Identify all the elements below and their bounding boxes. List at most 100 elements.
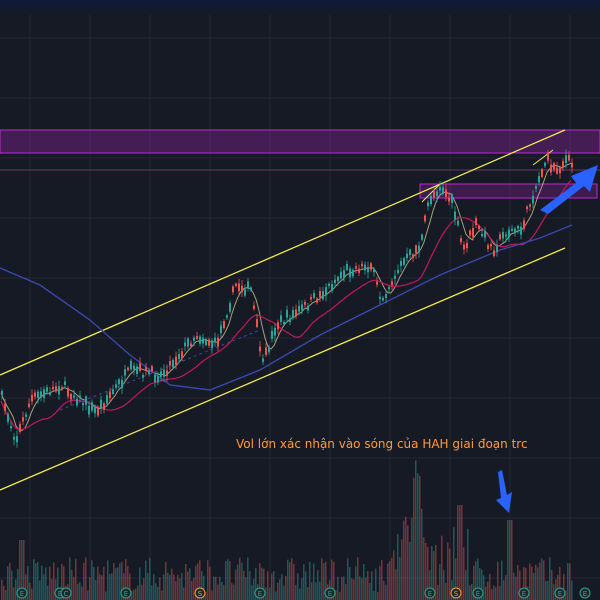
- volume-bar: [187, 571, 189, 600]
- volume-bar: [107, 560, 109, 600]
- volume-bar: [175, 580, 177, 600]
- volume-bar: [337, 576, 339, 600]
- trend-channel: [0, 129, 566, 491]
- volume-bar: [363, 564, 365, 600]
- candle-body: [214, 337, 216, 343]
- volume-bar: [385, 584, 387, 600]
- volume-bar: [493, 585, 495, 600]
- candle-body: [37, 391, 39, 398]
- volume-bar: [251, 585, 253, 600]
- volume-bar: [347, 558, 349, 600]
- event-marker-label: E: [476, 590, 480, 598]
- candle-body: [433, 191, 435, 198]
- volume-bar: [75, 558, 77, 600]
- arrow-up-right-icon: [540, 165, 598, 214]
- candle-body: [403, 258, 405, 265]
- volume-bar: [43, 574, 45, 600]
- candle-body: [496, 245, 498, 253]
- event-marker-label: S: [198, 590, 203, 598]
- volume-bar: [485, 586, 487, 600]
- event-marker-label: C: [64, 590, 69, 598]
- volume-bar: [263, 568, 265, 600]
- volume-bar: [473, 565, 475, 600]
- volume-bar: [119, 563, 121, 600]
- event-marker-label: E: [583, 590, 587, 598]
- candle-body: [376, 281, 378, 285]
- candle-body: [373, 269, 375, 273]
- candle-body: [451, 194, 453, 203]
- candle-body: [436, 191, 438, 197]
- volume-bar: [179, 578, 181, 600]
- volume-bar: [435, 544, 437, 600]
- volume-bar: [545, 581, 547, 600]
- candle-body: [220, 325, 222, 334]
- volume-bar: [51, 578, 53, 600]
- volume-bar: [105, 591, 107, 600]
- candle-body: [202, 337, 204, 344]
- candle-body: [565, 155, 567, 164]
- candle-body: [148, 371, 150, 375]
- volume-bar: [185, 563, 187, 600]
- event-marker-icon: [194, 587, 206, 599]
- candle-body: [340, 271, 342, 279]
- candle-body: [43, 389, 45, 398]
- candle-body: [4, 403, 6, 411]
- candle-body: [547, 154, 549, 161]
- candle-body: [25, 414, 27, 417]
- volume-bar: [479, 568, 481, 600]
- candle-body: [190, 343, 192, 347]
- candle-body: [16, 436, 18, 443]
- candle-body: [406, 253, 408, 259]
- candle-body: [109, 391, 111, 398]
- volume-bar: [291, 558, 293, 600]
- volume-bar: [487, 581, 489, 600]
- volume-bar: [111, 573, 113, 600]
- candle-body: [118, 379, 120, 385]
- volume-bar: [563, 573, 565, 600]
- candle-body: [61, 387, 63, 390]
- volume-bar: [289, 562, 291, 600]
- candle-body: [196, 336, 198, 339]
- volume-bar: [19, 540, 21, 600]
- volume-bar: [467, 528, 469, 600]
- volume-bar: [271, 573, 273, 600]
- candle-body: [7, 413, 9, 422]
- candle-body: [193, 337, 195, 341]
- volume-bar: [95, 580, 97, 600]
- volume-bar: [211, 590, 213, 600]
- volume-bar: [565, 590, 567, 600]
- candle-body: [514, 228, 516, 234]
- candle-body: [331, 284, 333, 292]
- volume-bar: [41, 565, 43, 600]
- volume-bar: [199, 560, 201, 600]
- candle-body: [121, 379, 123, 389]
- volume-bar: [81, 586, 83, 600]
- candle-body: [184, 342, 186, 347]
- volume-bar: [533, 573, 535, 600]
- volume-bar: [223, 584, 225, 600]
- volume-bar: [83, 562, 85, 600]
- volume-bar: [477, 558, 479, 600]
- candle-body: [535, 186, 537, 189]
- volume-bar: [401, 539, 403, 600]
- volume-bar: [389, 560, 391, 600]
- volume-bar: [571, 580, 573, 600]
- volume-bar: [303, 564, 305, 600]
- mini-trendline: [421, 183, 441, 203]
- volume-bar: [133, 589, 135, 600]
- candle-body: [445, 189, 447, 197]
- volume-bar: [413, 477, 415, 600]
- volume-bar: [191, 580, 193, 600]
- volume-bar: [193, 577, 195, 600]
- volume-bar: [301, 578, 303, 600]
- volume-bar: [221, 582, 223, 600]
- volume-bar: [209, 566, 211, 600]
- volume-bar: [275, 591, 277, 600]
- volume-bar: [405, 516, 407, 600]
- candle-body: [172, 359, 174, 368]
- candle-body: [283, 322, 285, 325]
- candle-body: [265, 347, 267, 355]
- volume-bar: [229, 561, 231, 600]
